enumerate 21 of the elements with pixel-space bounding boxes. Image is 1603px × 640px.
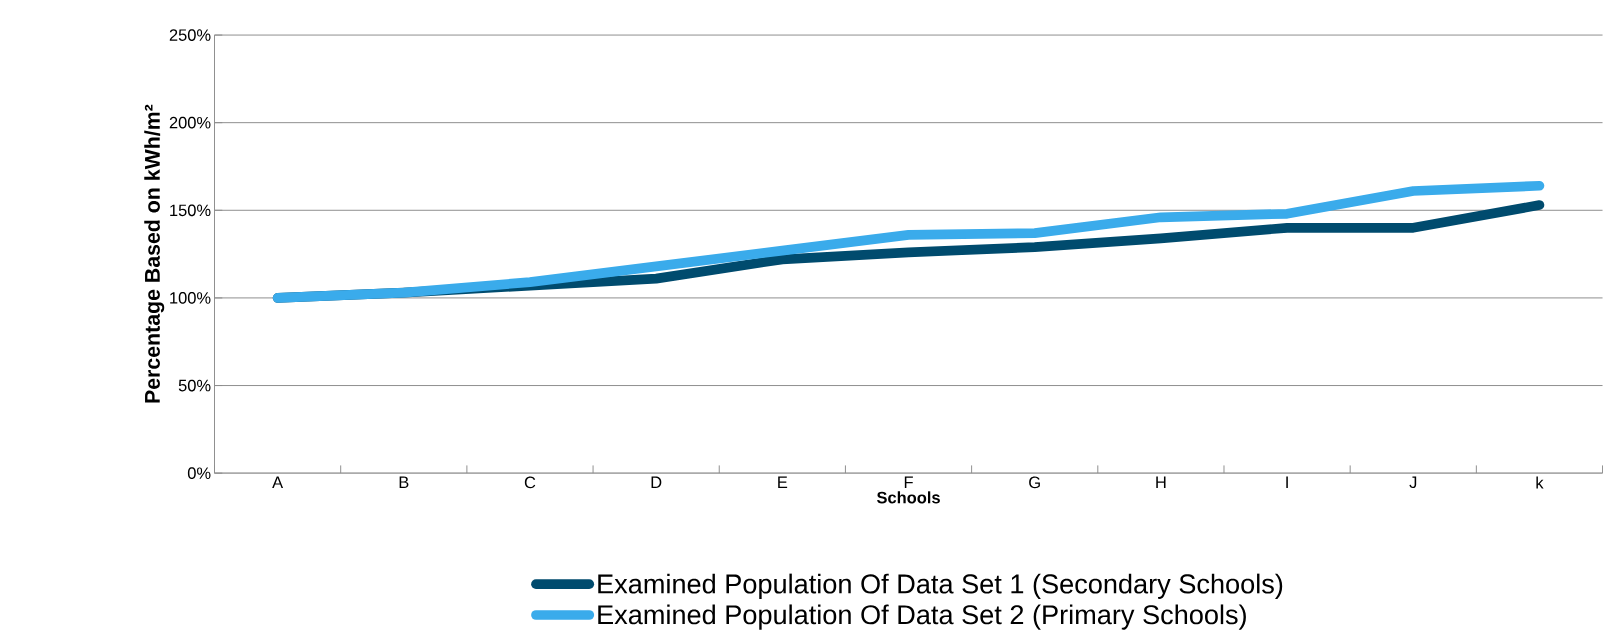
y-tick-label: 100% [170, 292, 211, 304]
y-tick-label: 250% [169, 29, 211, 42]
x-tick-label: H [1156, 476, 1166, 489]
y-tick-label: 150% [170, 204, 211, 217]
y-tick-label: 200% [169, 116, 211, 129]
x-tick-label: J [1409, 476, 1417, 489]
y-tick-label: 0% [187, 467, 211, 480]
legend-label: Examined Population Of Data Set 2 (Primary Schools) [598, 604, 1246, 630]
x-tick-label: F [904, 476, 913, 489]
x-tick-label: A [272, 476, 284, 489]
x-tick-label: D [651, 476, 662, 489]
x-tick-label: E [778, 476, 788, 489]
x-tick-label: I [1286, 476, 1288, 489]
x-tick-label: B [399, 476, 409, 489]
x-axis-title: Schools [876, 491, 940, 504]
y-tick-label: 50% [178, 379, 211, 392]
x-tick-label: k [1536, 476, 1544, 489]
x-tick-label: C [524, 476, 536, 489]
legend-label: Examined Population Of Data Set 1 (Secondary Schools) [598, 573, 1283, 600]
x-tick-label: G [1029, 476, 1040, 489]
y-axis-title: Percentage Based on kWh/m² [144, 104, 165, 403]
